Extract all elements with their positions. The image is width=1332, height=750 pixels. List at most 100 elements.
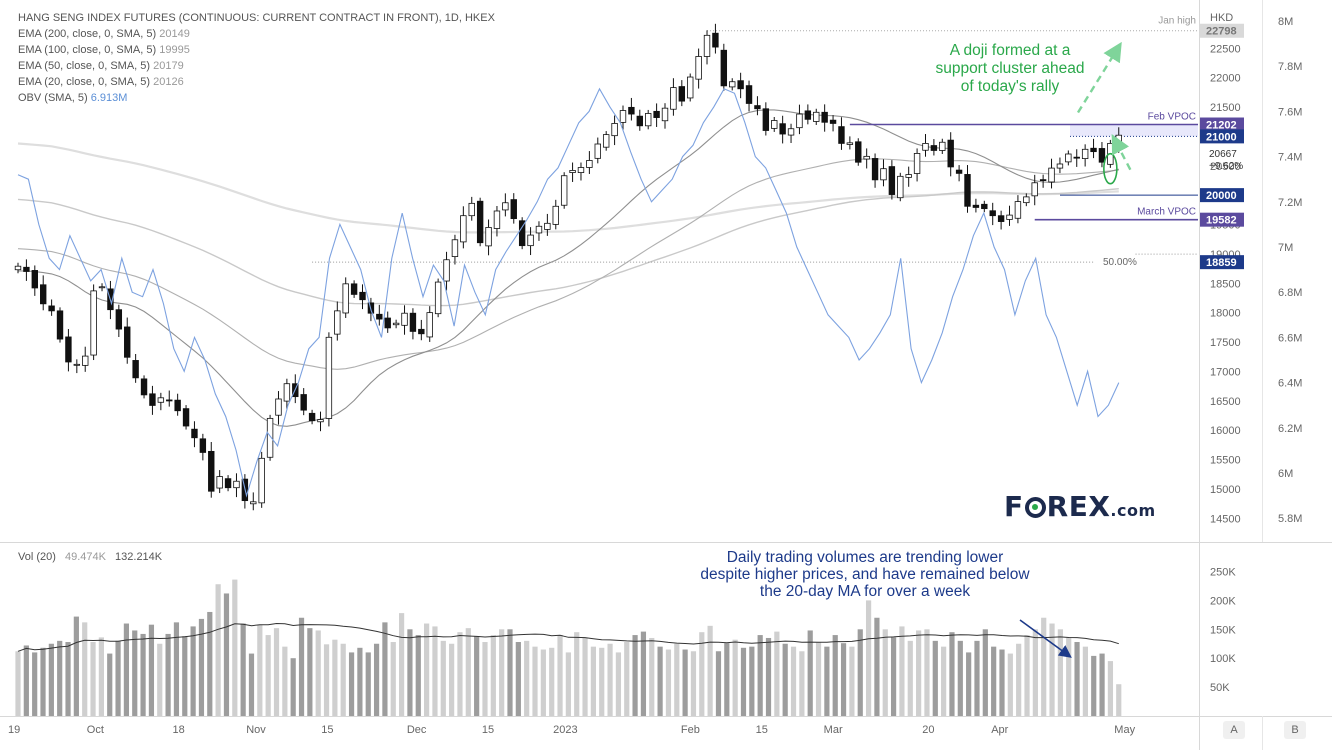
candle xyxy=(166,399,173,402)
candle xyxy=(754,105,761,110)
volume-bar xyxy=(173,622,180,716)
candle xyxy=(174,399,181,412)
candle xyxy=(939,141,946,151)
legend-ema20: EMA (20, close, 0, SMA, 5) 20126 xyxy=(18,76,184,88)
volume-bar xyxy=(632,635,638,716)
candle xyxy=(955,169,963,174)
legend-obv: OBV (SMA, 5) 6.913M xyxy=(18,92,128,104)
volume-bar xyxy=(348,652,355,716)
candle xyxy=(636,115,643,127)
candle xyxy=(157,397,165,403)
volume-bar xyxy=(949,632,955,716)
volume-bar xyxy=(615,652,622,716)
price-tick-label: 15500 xyxy=(1210,455,1241,467)
fib-50-tag xyxy=(1200,255,1244,270)
candle xyxy=(132,360,139,379)
volume-bar xyxy=(140,633,146,716)
candle xyxy=(124,326,131,358)
obv-tick-label: 7.6M xyxy=(1278,106,1302,118)
volume-bar xyxy=(857,629,863,716)
volume-bar xyxy=(557,635,563,716)
candle xyxy=(98,286,106,289)
candle xyxy=(997,215,1005,222)
volume-bar xyxy=(1074,642,1080,716)
volume-bar xyxy=(599,647,605,716)
candle xyxy=(1039,179,1047,182)
x-tick-label: Oct xyxy=(87,724,104,736)
obv-tick-label: 6M xyxy=(1278,468,1293,480)
candle xyxy=(586,160,593,168)
candle xyxy=(981,203,988,210)
obv-tick-label: 6.8M xyxy=(1278,287,1302,299)
candle xyxy=(661,107,669,122)
candle xyxy=(1073,156,1080,159)
volume-bar xyxy=(357,647,363,716)
volume-bar xyxy=(148,624,155,716)
volume-bar xyxy=(924,629,930,716)
volume-bar xyxy=(1024,635,1030,716)
candle xyxy=(48,305,55,312)
x-tick-label: 15 xyxy=(756,724,768,736)
volume-bar xyxy=(407,629,413,716)
x-tick-label: 20 xyxy=(922,724,934,736)
x-tick-label: Apr xyxy=(991,724,1008,736)
feb-vpoc-value: 21202 xyxy=(1206,120,1237,132)
candle xyxy=(90,290,97,356)
doji-highlight xyxy=(1103,152,1118,185)
candle xyxy=(552,205,559,225)
volume-bar xyxy=(382,622,388,716)
compare-b-button[interactable]: B xyxy=(1284,721,1306,739)
compare-a-button[interactable]: A xyxy=(1223,721,1245,739)
volume-bar xyxy=(257,624,263,716)
candle xyxy=(224,478,232,489)
legend-ema100: EMA (100, close, 0, SMA, 5) 19995 xyxy=(18,44,190,56)
candle xyxy=(476,200,484,244)
volume-bar xyxy=(874,617,880,716)
candle xyxy=(359,291,366,301)
candle xyxy=(1006,214,1013,220)
candle xyxy=(972,204,980,208)
volume-bar xyxy=(107,653,113,716)
volume-bar xyxy=(890,637,897,716)
volume-bar xyxy=(457,632,463,716)
jan-high-tag xyxy=(1200,23,1244,38)
ema50-line xyxy=(17,158,1119,370)
volume-trend-arrow xyxy=(1019,619,1072,658)
volume-ma-line xyxy=(17,622,1119,652)
volume-bar xyxy=(507,629,513,716)
volume-bar xyxy=(674,643,680,716)
ema100-line xyxy=(17,188,1119,307)
volume-bar xyxy=(991,646,997,716)
chart-title: HANG SENG INDEX FUTURES (CONTINUOUS: CUR… xyxy=(18,12,495,24)
level-21000-value: 21000 xyxy=(1206,131,1237,143)
x-tick-label: 15 xyxy=(482,724,494,736)
volume-bar xyxy=(307,628,313,716)
volume-bar xyxy=(840,643,847,716)
candle xyxy=(418,328,425,335)
candle xyxy=(964,174,971,207)
volume-bar xyxy=(1057,629,1063,716)
price-tick-label: 21500 xyxy=(1210,102,1241,114)
candle xyxy=(468,202,475,217)
volume-bar xyxy=(23,645,29,716)
volume-bar xyxy=(123,623,130,716)
jan-high-label: Jan high xyxy=(1158,16,1196,27)
candle xyxy=(518,220,526,247)
volume-bar xyxy=(982,629,988,716)
candle xyxy=(1031,182,1038,197)
candle xyxy=(695,56,702,80)
candle xyxy=(863,155,870,160)
volume-bar xyxy=(1049,623,1055,716)
volume-bar xyxy=(48,643,54,716)
candle xyxy=(729,81,736,88)
volume-bar xyxy=(657,646,663,716)
volume-bar xyxy=(340,643,346,716)
volume-bar xyxy=(73,616,79,716)
volume-bar xyxy=(1107,661,1114,716)
volume-bar xyxy=(315,630,321,716)
volume-bar xyxy=(215,584,221,716)
volume-bar xyxy=(690,651,697,716)
volume-bar xyxy=(515,642,521,716)
volume-bar xyxy=(624,642,630,716)
